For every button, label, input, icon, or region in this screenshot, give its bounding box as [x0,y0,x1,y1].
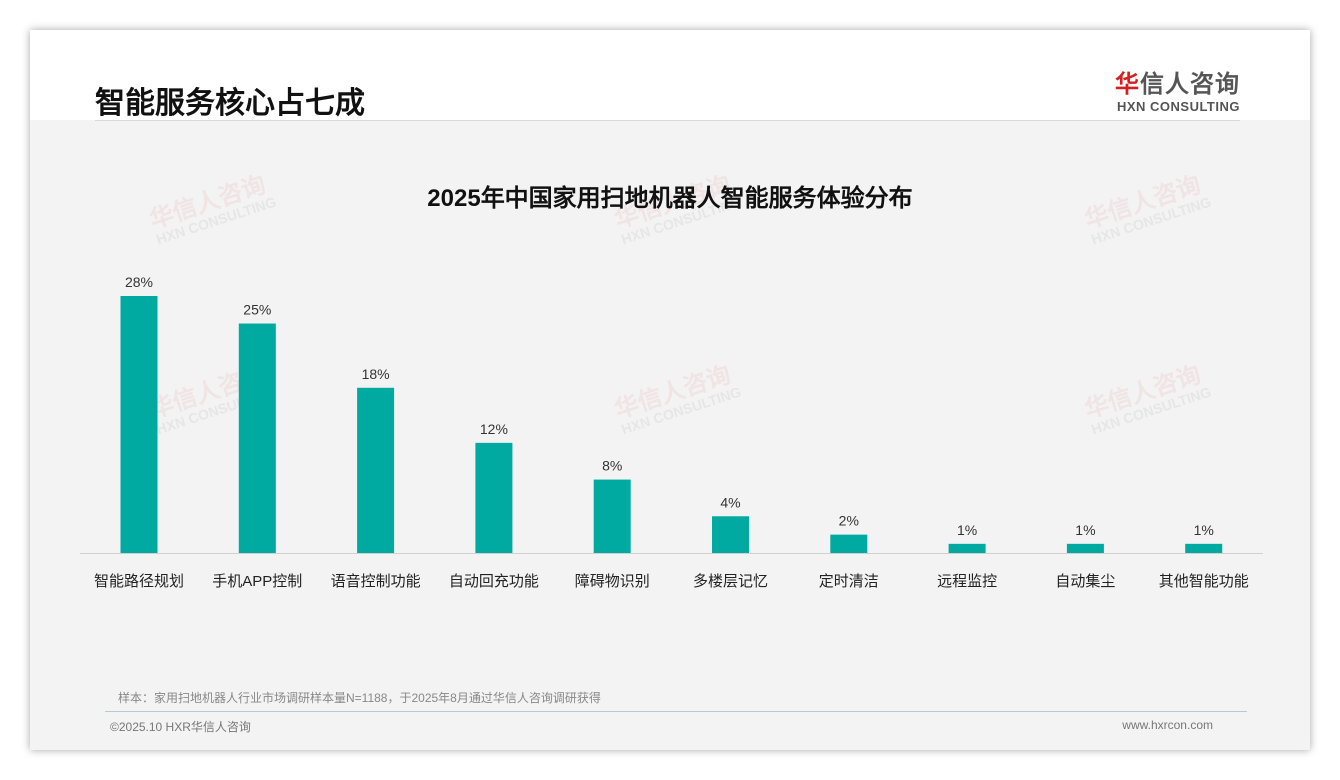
bar [948,543,986,553]
data-label: 25% [243,302,271,318]
x-tick-label: 智能路径规划 [94,572,184,590]
page-title: 智能服务核心占七成 [95,87,365,120]
data-label: 28% [125,274,153,290]
x-tick-label: 远程监控 [937,573,997,590]
header-divider [95,120,1240,121]
copyright: ©2025.10 HXR华信人咨询 [110,720,251,734]
bar [120,296,158,553]
website-url: www.hxrcon.com [1122,718,1213,732]
x-tick-label: 自动集尘 [1055,573,1115,590]
x-tick-label: 定时清洁 [819,573,879,590]
data-label: 1% [957,522,977,538]
sample-note: 样本：家用扫地机器人行业市场调研样本量N=1188，于2025年8月通过华信人咨… [118,691,601,705]
data-label: 12% [480,421,508,437]
data-label: 2% [839,513,859,529]
bar [475,442,513,553]
x-tick-label: 语音控制功能 [331,573,421,590]
data-label: 4% [720,494,740,510]
bar [593,479,631,553]
slide-header [30,30,1310,120]
logo-red-char: 华 [1115,71,1140,98]
bar [357,387,395,553]
bar [1185,543,1223,553]
footer-divider [105,711,1247,712]
bar [238,323,276,553]
data-label: 1% [1075,522,1095,538]
bar [1066,543,1104,553]
chart-title: 2025年中国家用扫地机器人智能服务体验分布 [427,185,913,212]
x-tick-label: 自动回充功能 [449,573,539,590]
x-tick-label: 其他智能功能 [1159,572,1249,590]
bar [712,516,749,553]
data-label: 8% [602,458,622,474]
bar [830,534,868,553]
logo-en-text: HXN CONSULTING [1116,99,1240,114]
data-label: 1% [1194,522,1214,538]
data-label: 18% [362,366,390,382]
x-tick-label: 多楼层记忆 [693,573,768,590]
brand-logo: 华信人咨询 HXN CONSULTING [1115,64,1240,114]
x-tick-label: 手机APP控制 [212,573,302,590]
logo-cn-text: 信人咨询 [1140,71,1240,98]
x-tick-label: 障碍物识别 [575,572,650,590]
